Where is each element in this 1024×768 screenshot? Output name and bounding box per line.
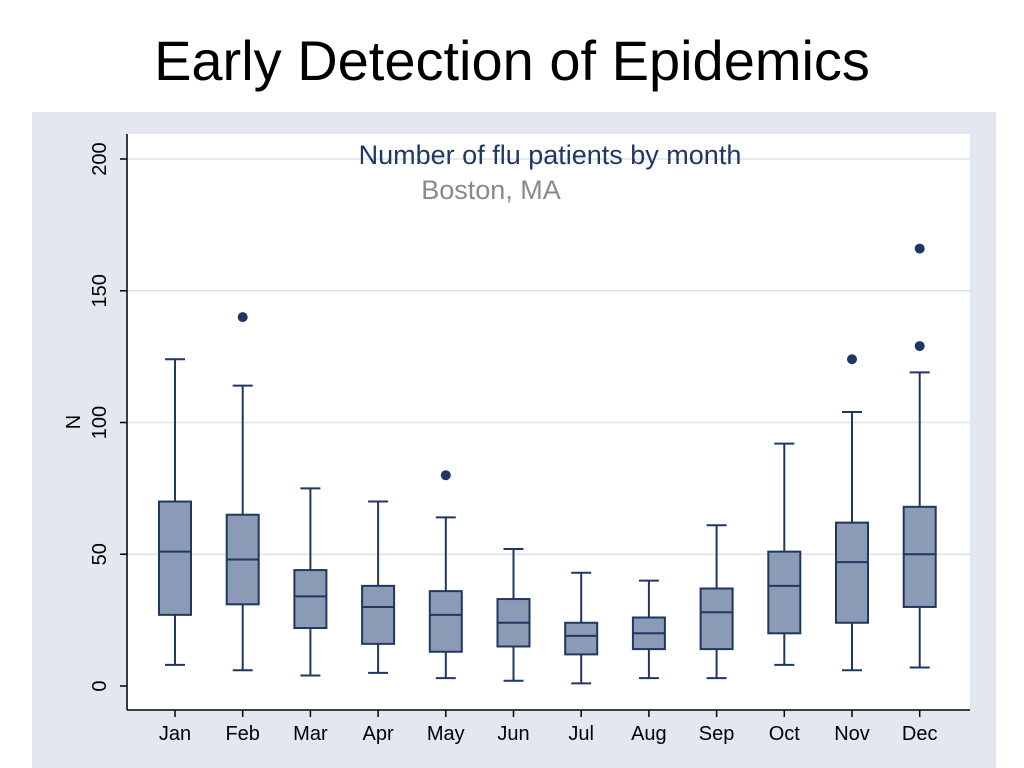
y-tick-label: 200 xyxy=(89,142,111,175)
x-tick-label: May xyxy=(427,723,465,745)
chart-subtitle: Boston, MA xyxy=(421,175,561,205)
box-mar xyxy=(293,487,328,677)
x-tick-label: Jun xyxy=(497,723,529,745)
iqr-box xyxy=(158,500,192,616)
outlier-point xyxy=(914,341,925,352)
y-tick-label: 100 xyxy=(89,406,111,439)
iqr-box xyxy=(361,584,396,645)
y-axis: 0 50 100 150 200 xyxy=(89,142,127,692)
y-tick-label: 150 xyxy=(89,274,111,307)
y-tick-label: 50 xyxy=(89,543,111,565)
outlier-point xyxy=(237,312,248,323)
chart-title: Number of flu patients by month xyxy=(359,140,742,170)
iqr-box xyxy=(699,587,734,651)
box-nov xyxy=(835,354,869,672)
outlier-point xyxy=(914,243,925,254)
iqr-box xyxy=(902,505,937,608)
box-dec xyxy=(902,243,937,669)
gridlines xyxy=(128,158,970,555)
x-tick-label: Oct xyxy=(769,723,801,745)
box-aug xyxy=(631,579,666,680)
x-tick-label: Feb xyxy=(225,723,259,745)
y-axis-label: N xyxy=(63,415,85,429)
x-tick-label: Mar xyxy=(293,723,328,745)
box-feb xyxy=(225,312,260,672)
iqr-box xyxy=(767,550,802,635)
iqr-box xyxy=(564,621,599,656)
box-apr xyxy=(361,500,396,674)
box-sep xyxy=(699,524,734,680)
slide-title: Early Detection of Epidemics xyxy=(154,29,870,92)
iqr-box xyxy=(428,590,463,653)
outlier-point xyxy=(847,354,857,365)
box-may xyxy=(428,470,463,680)
box-jun xyxy=(496,547,531,682)
x-tick-label: Nov xyxy=(834,723,870,745)
iqr-box xyxy=(835,521,869,624)
boxes xyxy=(158,243,937,685)
box-jul xyxy=(564,571,599,685)
x-tick-label: Apr xyxy=(363,723,394,745)
x-tick-label: Jul xyxy=(568,723,594,745)
box-oct xyxy=(767,442,802,666)
box-plot-chart: 0 50 100 150 200 Jan Feb Mar Apr May Jun Jul Aug Sep… xyxy=(63,134,970,745)
y-tick-label: 0 xyxy=(89,680,111,691)
x-tick-label: Aug xyxy=(631,723,667,745)
box-jan xyxy=(158,358,192,666)
x-axis: Jan Feb Mar Apr May Jun Jul Aug Sep Oct Nov Dec xyxy=(159,710,938,745)
iqr-box xyxy=(293,569,328,630)
chart-frame: 0 50 100 150 200 Jan Feb Mar Apr May Jun Jul Aug Sep… xyxy=(32,112,996,768)
outlier-point xyxy=(440,470,451,481)
x-tick-label: Dec xyxy=(902,723,938,745)
x-tick-label: Sep xyxy=(699,723,735,745)
x-tick-label: Jan xyxy=(159,723,191,745)
